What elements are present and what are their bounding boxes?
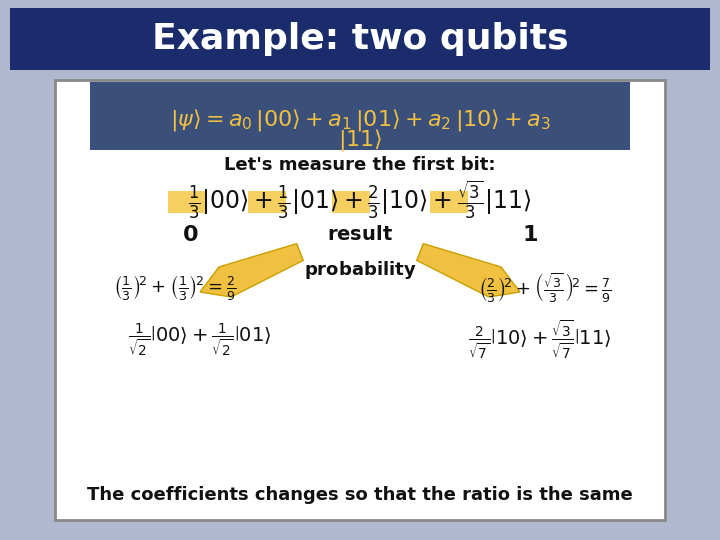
Text: Example: two qubits: Example: two qubits bbox=[152, 22, 568, 56]
FancyBboxPatch shape bbox=[90, 82, 630, 150]
FancyBboxPatch shape bbox=[168, 191, 206, 213]
Text: $\mathbf{result}$: $\mathbf{result}$ bbox=[327, 226, 393, 245]
FancyBboxPatch shape bbox=[332, 191, 370, 213]
Text: $\frac{2}{\sqrt{7}}\left|10\right\rangle+\frac{\sqrt{3}}{\sqrt{7}}\left|11\right: $\frac{2}{\sqrt{7}}\left|10\right\rangle… bbox=[468, 318, 612, 362]
Text: $|11\rangle$: $|11\rangle$ bbox=[338, 127, 382, 153]
FancyBboxPatch shape bbox=[55, 80, 665, 520]
Text: $\left(\frac{2}{3}\right)^{\!2}+\left(\frac{\sqrt{3}}{3}\right)^{\!2}=\frac{7}{9: $\left(\frac{2}{3}\right)^{\!2}+\left(\f… bbox=[478, 272, 612, 305]
Text: $\mathbf{1}$: $\mathbf{1}$ bbox=[522, 225, 538, 245]
Polygon shape bbox=[417, 244, 520, 297]
Text: $\frac{1}{\sqrt{2}}\left|00\right\rangle+\frac{1}{\sqrt{2}}\left|01\right\rangle: $\frac{1}{\sqrt{2}}\left|00\right\rangle… bbox=[128, 321, 271, 359]
Text: Let's measure the first bit:: Let's measure the first bit: bbox=[224, 156, 496, 174]
Text: $\frac{1}{3}|00\rangle+\frac{1}{3}|01\rangle+\frac{2}{3}|10\rangle+\frac{\sqrt{3: $\frac{1}{3}|00\rangle+\frac{1}{3}|01\ra… bbox=[188, 179, 532, 221]
FancyBboxPatch shape bbox=[430, 191, 468, 213]
Text: $\mathbf{probability}$: $\mathbf{probability}$ bbox=[304, 259, 416, 281]
Text: $|\psi\rangle= a_0\,|00\rangle+ a_1\,|01\rangle+ a_2\,|10\rangle+ a_3$: $|\psi\rangle= a_0\,|00\rangle+ a_1\,|01… bbox=[169, 107, 551, 133]
Polygon shape bbox=[200, 244, 303, 297]
Text: The coefficients changes so that the ratio is the same: The coefficients changes so that the rat… bbox=[87, 486, 633, 504]
FancyBboxPatch shape bbox=[10, 8, 710, 70]
FancyBboxPatch shape bbox=[248, 191, 286, 213]
Text: $\left(\frac{1}{3}\right)^{\!2}+\left(\frac{1}{3}\right)^{\!2}=\frac{2}{9}$: $\left(\frac{1}{3}\right)^{\!2}+\left(\f… bbox=[114, 273, 237, 302]
Text: $\mathbf{0}$: $\mathbf{0}$ bbox=[181, 225, 198, 245]
